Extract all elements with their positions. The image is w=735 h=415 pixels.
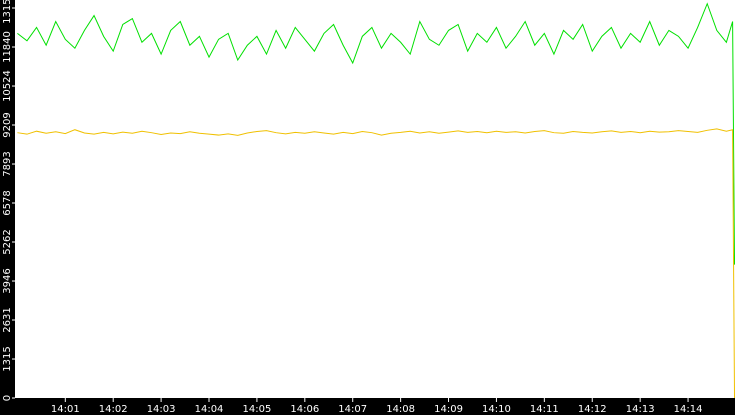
y-tick-label: 5262 (2, 229, 13, 254)
x-tick-label: 14:11 (530, 404, 559, 415)
y-tick-label: 1315 (2, 346, 13, 371)
x-tick-label: 14:09 (434, 404, 463, 415)
y-tick-label: 0 (2, 395, 13, 401)
series-line (17, 128, 735, 399)
y-tick-label: 6578 (2, 190, 13, 215)
x-tick-label: 14:14 (674, 404, 703, 415)
x-tick-label: 14:01 (51, 404, 80, 415)
y-tick-label: 9209 (2, 112, 13, 137)
x-tick-label: 14:06 (290, 404, 319, 415)
y-tick-label: 11840 (2, 31, 13, 63)
x-tick-label: 14:10 (482, 404, 511, 415)
plot-area (15, 0, 735, 398)
x-tick-label: 14:02 (99, 404, 128, 415)
y-tick-label: 10524 (2, 70, 13, 102)
y-tick-label: 2631 (2, 307, 13, 332)
x-tick-label: 14:08 (386, 404, 415, 415)
y-tick-label: 3946 (2, 268, 13, 293)
series-line (17, 2, 735, 265)
x-tick-label: 14:13 (626, 404, 655, 415)
y-tick-label: 13156 (2, 0, 13, 24)
x-tick-label: 14:07 (338, 404, 367, 415)
x-tick-label: 14:03 (147, 404, 176, 415)
x-tick-label: 14:04 (195, 404, 224, 415)
x-tick-label: 14:12 (578, 404, 607, 415)
x-tick-label: 14:05 (243, 404, 272, 415)
y-tick-label: 7893 (2, 151, 13, 176)
